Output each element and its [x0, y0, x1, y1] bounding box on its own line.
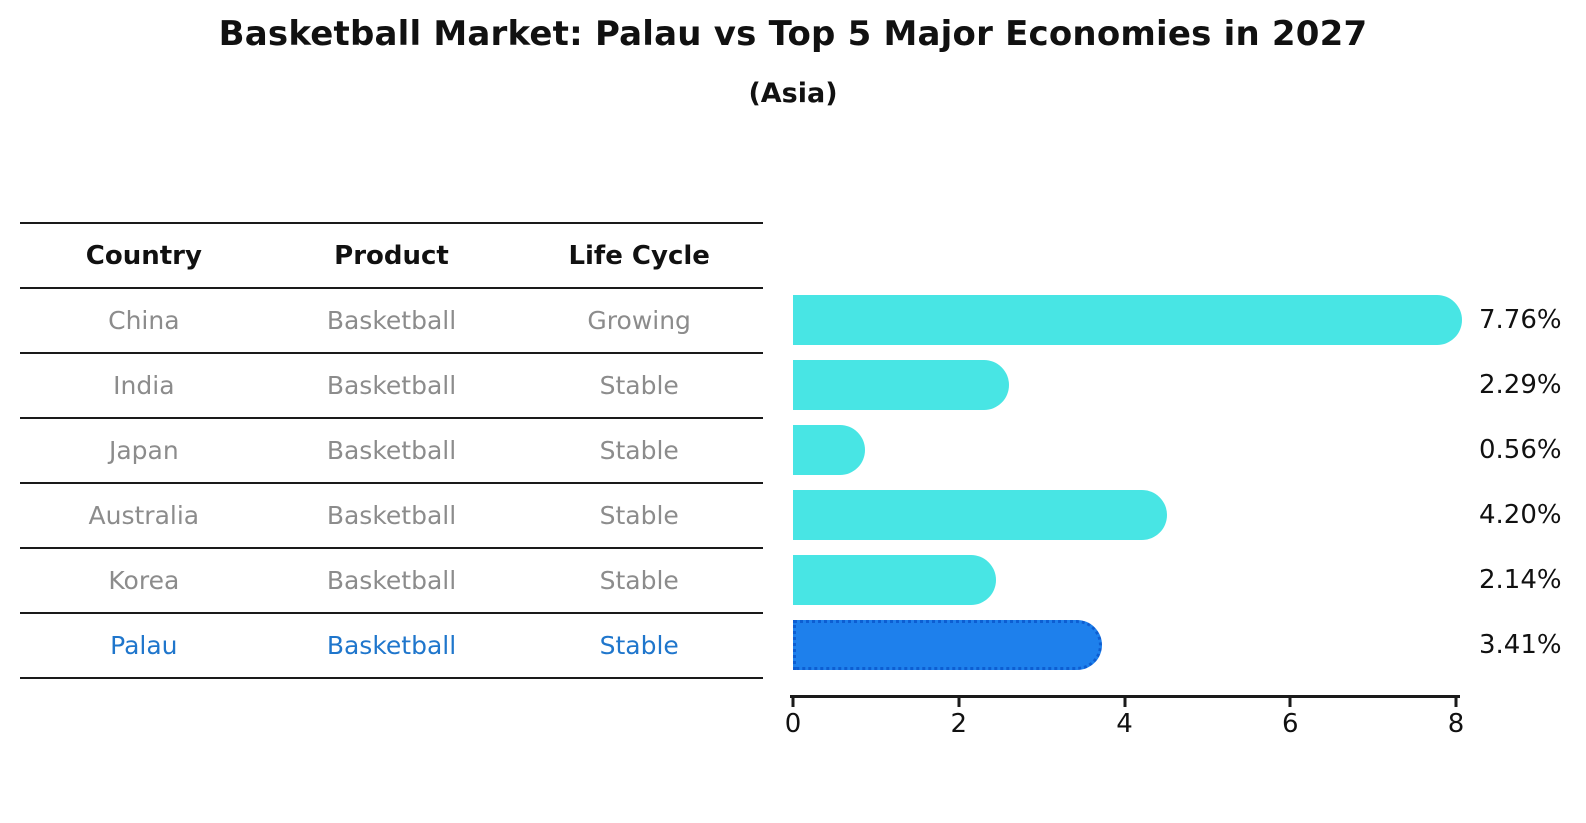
value-label-china: 7.76%: [1479, 304, 1562, 335]
bar-india: [793, 359, 1009, 410]
bar-row-palau: [793, 612, 1102, 677]
bar-row-japan: [793, 417, 865, 482]
table-cell-country: Korea: [108, 566, 180, 595]
chart-title: Basketball Market: Palau vs Top 5 Major …: [218, 14, 1368, 54]
x-axis: 0 2 4 6 8: [785, 695, 1464, 739]
table-cell-life-cycle: Growing: [587, 306, 691, 335]
value-label-india: 2.29%: [1479, 369, 1562, 400]
x-axis-tick-label: 8: [1447, 709, 1465, 739]
table-cell-product: Basketball: [326, 631, 457, 660]
table-cell-product: Basketball: [326, 306, 457, 335]
country-product-table: Country Product Life Cycle China Basketba…: [20, 222, 763, 679]
x-axis-tick: [791, 698, 795, 707]
x-axis-tick: [1123, 698, 1126, 707]
value-label-japan: 0.56%: [1479, 434, 1562, 465]
table-header-row: Country Product Life Cycle: [20, 222, 763, 287]
table-cell-country: China: [108, 306, 180, 335]
bar-row-australia: [793, 482, 1167, 547]
table-row: Palau Basketball Stable: [20, 612, 763, 677]
table-row: Japan Basketball Stable: [20, 417, 763, 482]
table-cell-product: Basketball: [326, 566, 457, 595]
table-row: Korea Basketball Stable: [20, 547, 763, 612]
table-cell-life-cycle: Stable: [599, 566, 679, 595]
table-row: China Basketball Growing: [20, 287, 763, 352]
x-axis-tick: [1288, 698, 1292, 707]
x-axis-tick-label: 4: [1116, 709, 1133, 739]
x-axis-tick-label: 0: [784, 709, 802, 739]
bar-row-china: [793, 287, 1462, 352]
value-label-australia: 4.20%: [1479, 499, 1562, 530]
table-cell-country: Palau: [110, 631, 178, 660]
table-cell-life-cycle: Stable: [599, 371, 679, 400]
chart-subtitle: (Asia): [748, 78, 838, 109]
table-row: Australia Basketball Stable: [20, 482, 763, 547]
column-header-country: Country: [85, 240, 202, 271]
table-cell-life-cycle: Stable: [599, 436, 679, 465]
table-cell-product: Basketball: [326, 436, 457, 465]
x-axis-tick-label: 2: [950, 709, 968, 739]
bar-china: [793, 294, 1462, 345]
table-cell-country: Japan: [108, 436, 179, 465]
bar-palau: [793, 619, 1102, 670]
table-cell-product: Basketball: [326, 501, 457, 530]
x-axis-tick: [957, 698, 961, 707]
table-cell-life-cycle: Stable: [599, 501, 679, 530]
bar-australia: [793, 489, 1167, 540]
bar-korea: [793, 554, 996, 605]
bar-japan: [793, 424, 865, 475]
table-row: India Basketball Stable: [20, 352, 763, 417]
value-label-palau: 3.41%: [1479, 629, 1562, 660]
table-cell-country: India: [113, 371, 175, 400]
x-axis-tick-label: 6: [1281, 709, 1299, 739]
column-header-product: Product: [334, 240, 449, 271]
table-cell-country: Australia: [88, 501, 200, 530]
bar-row-korea: [793, 547, 996, 612]
x-axis-tick: [1454, 698, 1458, 707]
bar-row-india: [793, 352, 1009, 417]
value-label-korea: 2.14%: [1479, 564, 1562, 595]
column-header-life-cycle: Life Cycle: [568, 240, 710, 271]
table-cell-product: Basketball: [326, 371, 457, 400]
table-cell-life-cycle: Stable: [599, 631, 679, 660]
